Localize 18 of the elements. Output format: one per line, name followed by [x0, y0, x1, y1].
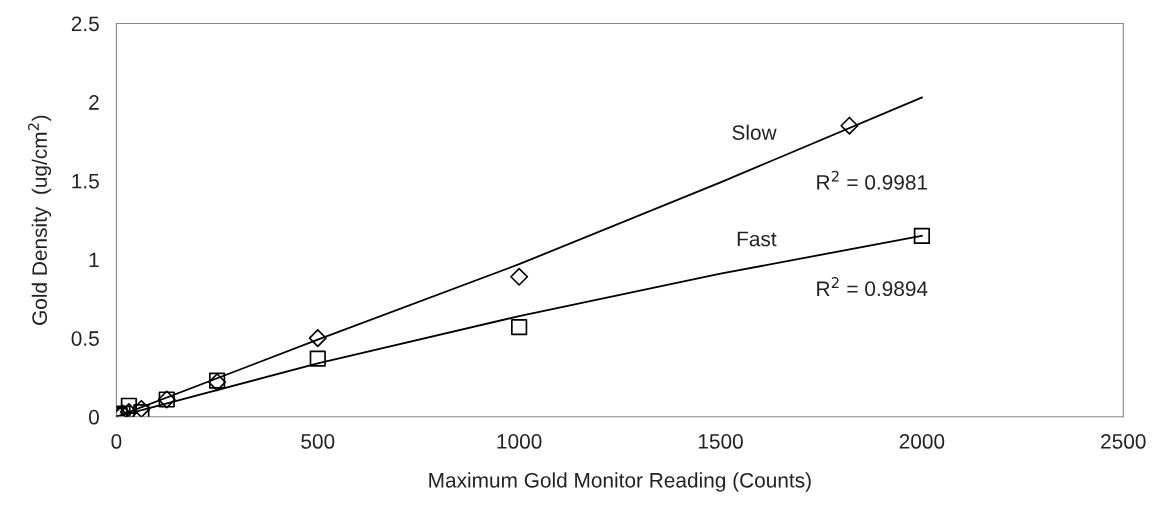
- annotation: R$^{2}$ = 0.9894: [817, 277, 928, 297]
- x-tick-label: 1500: [698, 434, 743, 449]
- x-tick-label: 2500: [1101, 434, 1146, 449]
- annotation: R$^{2}$ = 0.9981: [817, 170, 928, 190]
- series-label: Fast: [737, 231, 777, 247]
- y-tick-label: 1.5: [72, 174, 99, 189]
- x-tick-label: 0: [111, 434, 122, 449]
- y-tick-label: 1: [89, 252, 99, 268]
- series-label: Slow: [732, 124, 777, 140]
- y-tick-label: 0: [88, 409, 99, 425]
- x-axis-title: Maximum Gold Monitor Reading (Counts): [429, 472, 811, 492]
- y-tick-label: 0.5: [71, 331, 99, 346]
- x-tick-label: 1000: [497, 434, 542, 449]
- y-tick-label: 2: [89, 95, 99, 110]
- x-tick-label: 500: [301, 434, 335, 449]
- x-tick-label: 2000: [899, 434, 945, 449]
- y-axis-title: Gold Density (ug/cm$^{2}$): [28, 115, 52, 325]
- y-tick-label: 2.5: [71, 16, 99, 32]
